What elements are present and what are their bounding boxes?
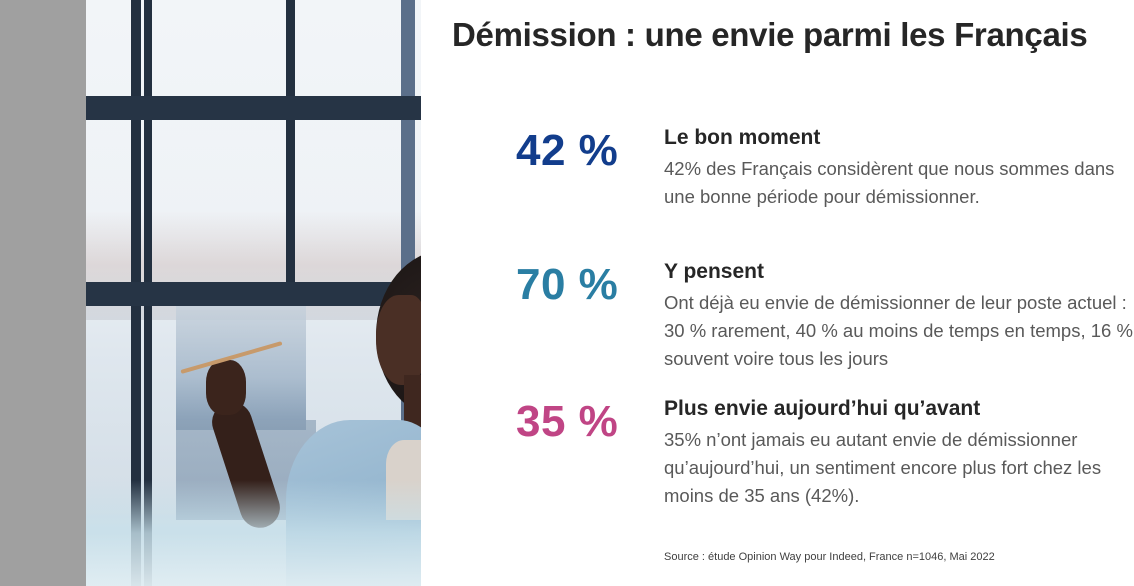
stat-value: 35 % <box>516 397 619 446</box>
slide-title: Démission : une envie parmi les Français <box>452 16 1088 53</box>
side-gray-strip <box>0 0 86 586</box>
stat-description: Ont déjà eu envie de démissionner de leu… <box>664 292 1133 369</box>
window-frame <box>86 96 421 120</box>
stat-value: 42 % <box>516 126 619 175</box>
stat-heading: Plus envie aujourd’hui qu’avant <box>664 397 981 420</box>
hero-photo <box>86 0 421 586</box>
stat-description: 35% n’ont jamais eu autant envie de démi… <box>664 429 1102 506</box>
stat-value: 70 % <box>516 260 619 309</box>
window-frame <box>286 0 295 300</box>
stat-description: 42% des Français considèrent que nous so… <box>664 158 1115 207</box>
photo-foreground-blur <box>86 480 421 586</box>
photo-hand <box>206 360 246 415</box>
stat-heading: Le bon moment <box>664 126 821 149</box>
photo-face <box>376 295 421 385</box>
window-frame <box>86 282 421 306</box>
source-note: Source : étude Opinion Way pour Indeed, … <box>664 551 995 563</box>
stat-heading: Y pensent <box>664 260 764 283</box>
